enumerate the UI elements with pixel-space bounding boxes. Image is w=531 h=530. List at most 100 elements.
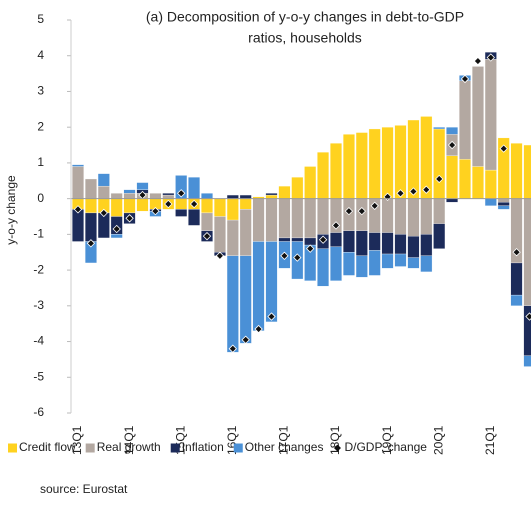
legend-swatch <box>233 443 243 453</box>
bar-segment <box>407 257 420 269</box>
bar-segment <box>471 166 484 199</box>
bar-segment <box>459 159 471 199</box>
bar-segment <box>355 255 368 278</box>
data-marker <box>460 74 470 84</box>
bar-segment <box>291 237 304 242</box>
bar-segment <box>368 250 381 276</box>
bar-segment <box>278 198 291 239</box>
bar-segment <box>252 198 265 242</box>
bar-segment <box>368 232 381 251</box>
x-tick-label: 21Q1 <box>483 425 497 455</box>
bar-segment <box>510 294 523 306</box>
bar-segment <box>278 185 291 199</box>
bar-segment <box>110 234 123 239</box>
data-marker <box>86 239 96 248</box>
data-marker <box>73 205 83 214</box>
bar-segment <box>433 128 446 199</box>
data-marker <box>267 312 276 321</box>
bar-segment <box>239 194 252 199</box>
bar-segment <box>72 164 84 167</box>
bar-segment <box>368 128 381 199</box>
bar-segment <box>446 127 459 135</box>
bar-segment <box>420 198 433 235</box>
y-tick-label: -6 <box>33 405 44 419</box>
bar-segment <box>317 248 330 287</box>
bar-segment <box>484 169 497 199</box>
bar-segment <box>226 219 239 256</box>
legend-swatch <box>8 443 17 453</box>
bar-segment <box>265 198 278 242</box>
data-marker <box>202 231 212 241</box>
bar-segment <box>175 209 188 217</box>
bar-segment <box>381 253 394 269</box>
bar-segment <box>407 119 420 199</box>
bar-segment <box>420 234 433 256</box>
bar-segment <box>330 246 342 281</box>
bar-segment <box>226 255 239 353</box>
bar-segment <box>523 355 531 367</box>
data-marker <box>331 221 341 230</box>
y-tick-label: -5 <box>33 369 44 383</box>
bar-segment <box>433 198 446 224</box>
data-marker <box>125 214 134 223</box>
y-tick-label: -2 <box>33 262 44 276</box>
bar-segment <box>510 262 523 296</box>
data-marker <box>370 201 379 210</box>
data-marker <box>228 344 237 353</box>
data-marker <box>344 206 354 216</box>
data-marker <box>151 206 160 216</box>
y-tick-label: -3 <box>33 298 44 312</box>
bar-segment <box>239 198 252 210</box>
legend-label: Other changes <box>245 440 324 454</box>
x-tick-label: 17Q1 <box>277 425 291 455</box>
data-marker <box>447 140 457 150</box>
bar-segment <box>162 193 175 196</box>
bar-segment <box>330 232 342 248</box>
bar-segment <box>355 230 368 256</box>
y-tick-label: 4 <box>37 48 44 62</box>
legend-label: Inflation <box>182 440 224 454</box>
bar-segment <box>278 237 291 242</box>
data-marker <box>512 248 521 257</box>
bar-segment <box>123 189 136 194</box>
data-marker <box>177 189 186 198</box>
bar-segment <box>420 255 433 273</box>
x-tick-label: 19Q1 <box>380 425 394 455</box>
bar-segment <box>407 235 420 258</box>
bar-segment <box>459 80 471 160</box>
bar-segment <box>446 198 459 203</box>
bar-segment <box>484 198 497 206</box>
bar-segment <box>213 216 226 253</box>
bar-segment <box>304 237 317 246</box>
bar-segment <box>252 241 265 331</box>
bar-segment <box>123 193 136 199</box>
bar-segment <box>85 198 97 214</box>
data-marker <box>280 251 289 260</box>
legend-label: Credit flow <box>19 440 76 454</box>
bar-segment <box>484 59 497 171</box>
source-note: source: Eurostat <box>40 482 128 496</box>
y-tick-label: 1 <box>37 155 44 169</box>
y-axis-label: y-o-y change <box>4 175 18 245</box>
y-tick-label: -4 <box>33 334 44 348</box>
bar-segment <box>265 194 278 199</box>
data-marker <box>473 56 483 66</box>
bar-segment <box>239 255 252 344</box>
bar-segment <box>446 155 459 199</box>
x-tick-label: 18Q1 <box>328 425 342 455</box>
bar-segment <box>394 125 407 199</box>
bar-segment <box>72 209 84 242</box>
bar-segment <box>110 198 123 217</box>
bar-segment <box>497 205 510 210</box>
legend-label: Real growth <box>97 440 161 454</box>
legend-marker <box>333 444 341 452</box>
data-marker <box>486 53 495 62</box>
bar-segment <box>265 241 278 323</box>
bar-segment <box>342 134 355 199</box>
bar-segment <box>188 209 201 226</box>
bar-segment <box>523 144 531 199</box>
legend-swatch <box>170 443 180 453</box>
bar-segment <box>342 230 355 253</box>
y-tick-label: 2 <box>37 119 44 133</box>
